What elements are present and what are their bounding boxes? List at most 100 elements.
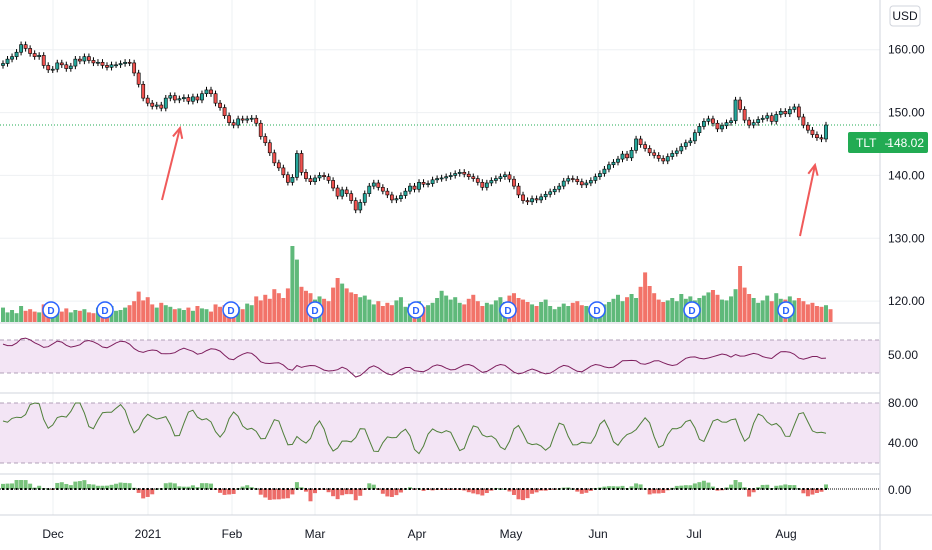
candle-body: [493, 178, 498, 181]
candle-body: [787, 109, 792, 115]
candle-body: [426, 183, 430, 185]
macd-signal-point: [802, 488, 805, 490]
macd-signal-point: [69, 488, 72, 490]
candle-body: [579, 181, 584, 186]
volume-bar: [561, 303, 566, 322]
candle-body: [371, 182, 376, 187]
volume-bar: [91, 313, 96, 322]
candle-body: [163, 97, 168, 109]
volume-bar: [186, 307, 191, 322]
candle-body: [353, 200, 358, 211]
candle-body: [516, 185, 521, 196]
candle-body: [792, 106, 797, 110]
macd-histogram-bar: [326, 489, 331, 493]
macd-signal-point: [87, 488, 90, 490]
macd-signal-point: [571, 488, 574, 490]
macd-signal-point: [562, 488, 565, 490]
stoch-tick-label: 80.00: [888, 396, 918, 410]
macd-signal-point: [707, 488, 710, 490]
candle-body: [765, 115, 770, 119]
macd-histogram-bar: [55, 482, 60, 489]
macd-signal-point: [458, 488, 461, 490]
macd-signal-point: [784, 488, 787, 490]
volume-bar: [448, 299, 453, 322]
volume-bar: [272, 289, 277, 322]
volume-bar: [199, 308, 204, 322]
volume-bar: [769, 301, 774, 322]
dividend-letter: D: [782, 306, 789, 317]
dividend-letter: D: [504, 306, 511, 317]
candle-body: [498, 176, 503, 179]
volume-bar: [28, 309, 33, 322]
candle-body: [525, 200, 530, 203]
volume-bar: [5, 312, 10, 322]
macd-histogram-bar: [733, 480, 738, 489]
candle-body: [123, 61, 127, 64]
macd-histogram-bar: [68, 485, 73, 489]
volume-bar: [435, 298, 440, 322]
macd-signal-point: [268, 488, 271, 490]
macd-signal-point: [806, 488, 809, 490]
macd-signal-point: [295, 488, 298, 490]
macd-histogram-bar: [530, 489, 535, 494]
macd-signal-point: [567, 488, 570, 490]
candle-body: [145, 97, 150, 104]
candle-body: [263, 136, 268, 144]
macd-histogram-bar: [525, 489, 530, 499]
macd-signal-point: [110, 488, 113, 490]
macd-signal-point: [445, 488, 448, 490]
currency-badge[interactable]: USD: [889, 5, 921, 27]
macd-histogram-bar: [141, 489, 146, 499]
macd-signal-point: [24, 488, 27, 490]
volume-bar: [358, 297, 363, 322]
currency-label: USD: [892, 9, 918, 23]
candle-body: [692, 132, 697, 142]
volume-bar: [480, 306, 485, 322]
volume-bar: [322, 298, 327, 322]
candle-body: [665, 156, 670, 162]
candle-body: [91, 60, 96, 64]
macd-signal-point: [585, 488, 588, 490]
time-tick-label: Jul: [686, 527, 701, 541]
price-tick-label: 130.00: [888, 231, 925, 245]
macd-signal-point: [531, 488, 534, 490]
macd-signal-point: [476, 488, 479, 490]
macd-histogram-bar: [385, 489, 390, 497]
macd-signal-point: [187, 488, 190, 490]
macd-signal-point: [368, 488, 371, 490]
macd-signal-point: [689, 488, 692, 490]
candle-body: [475, 178, 480, 183]
candle-body: [430, 179, 435, 184]
candle-body: [73, 58, 78, 67]
macd-signal-point: [825, 488, 827, 490]
macd-histogram-bar: [575, 489, 580, 492]
macd-signal-point: [720, 488, 723, 490]
candle-body: [77, 58, 82, 62]
price-tick-label: 150.00: [888, 106, 925, 120]
macd-histogram-bar: [77, 481, 82, 489]
candle-body: [254, 117, 259, 124]
macd-histogram-bar: [371, 484, 376, 489]
macd-tick-label: 0.00: [888, 483, 912, 497]
candle-body: [484, 182, 489, 188]
macd-signal-point: [15, 488, 18, 490]
macd-signal-point: [472, 488, 475, 490]
macd-signal-point: [345, 488, 348, 490]
candle-body: [530, 198, 534, 203]
candlestick-series[interactable]: [1, 41, 828, 214]
macd-signal-point: [693, 488, 696, 490]
arrow-shaft: [799, 164, 816, 237]
macd-histogram-bar: [5, 483, 10, 489]
macd-signal-point: [101, 488, 104, 490]
volume-bar: [733, 289, 738, 322]
candle-body: [733, 99, 738, 122]
candle-body: [285, 174, 290, 183]
time-tick-label: 2021: [135, 527, 162, 541]
candle-body: [344, 189, 349, 194]
macd-signal-point: [535, 488, 538, 490]
macd-histogram-bar: [59, 482, 64, 489]
macd-histogram-bar: [358, 489, 363, 496]
price-dash: –: [885, 136, 892, 150]
